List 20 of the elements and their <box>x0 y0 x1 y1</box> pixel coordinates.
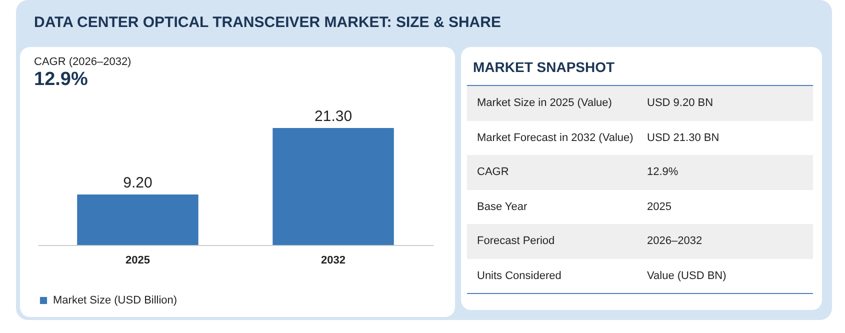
text: Value (USD BN) <box>646 268 728 284</box>
legend-label: Market Size (USD Billion) <box>53 294 178 306</box>
data-label: 21.30 <box>314 108 352 125</box>
text: 2026–2032 <box>646 234 704 250</box>
text: Units Considered <box>476 268 562 284</box>
data-label: 9.20 <box>123 174 152 192</box>
text: Market Size in 2025 (Value) <box>476 96 613 112</box>
text: Forecast Period <box>476 234 556 250</box>
text: USD 21.30 BN <box>646 130 720 146</box>
text: Market Forecast in 2032 (Value) <box>476 130 634 146</box>
text: 2025 <box>646 200 672 215</box>
text: USD 9.20 BN <box>646 96 714 112</box>
x-tick-label: 2032 <box>321 254 346 266</box>
text: CAGR (2026–2032) <box>34 56 132 68</box>
text: MARKET SNAPSHOT <box>473 59 615 75</box>
text: Base Year <box>476 200 528 215</box>
text: CAGR <box>476 165 510 180</box>
text: 12.9% <box>646 165 680 180</box>
chart-title: DATA CENTER OPTICAL TRANSCEIVER MARKET: SIZE & SHARE <box>34 14 501 31</box>
text: 12.9% <box>34 69 88 91</box>
